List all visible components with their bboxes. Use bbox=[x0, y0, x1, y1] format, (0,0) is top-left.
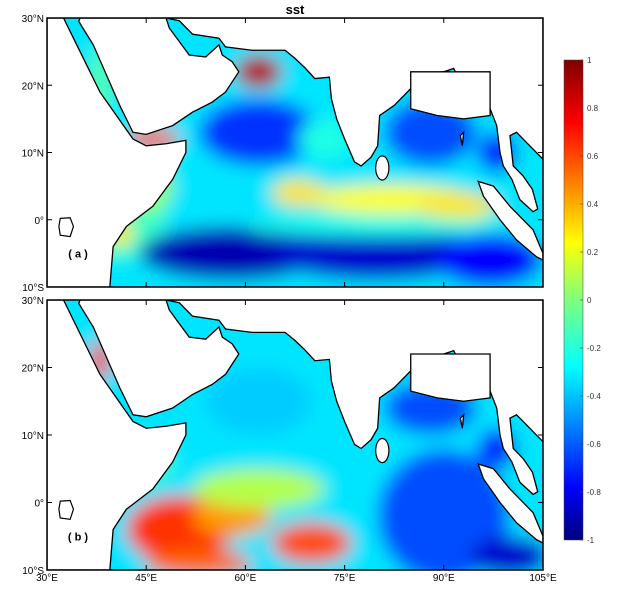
field-anomaly bbox=[271, 179, 325, 207]
field-anomaly bbox=[298, 118, 352, 160]
coastline bbox=[47, 300, 543, 570]
colorbar-tick-label: -0.2 bbox=[587, 344, 601, 353]
y-tick-label: 10°N bbox=[22, 431, 44, 442]
panel-label: ( a ) bbox=[68, 248, 88, 260]
colorbar-tick-label: -0.4 bbox=[587, 392, 601, 401]
x-tick-label: 105°E bbox=[529, 573, 557, 584]
colorbar-tick-label: 0 bbox=[587, 296, 592, 305]
y-tick-label: 30°N bbox=[22, 296, 44, 307]
colorbar-tick-label: 0.2 bbox=[587, 248, 599, 257]
colorbar-tick-label: 0.6 bbox=[587, 152, 599, 161]
land bbox=[459, 412, 465, 429]
y-tick-label: 20°N bbox=[22, 364, 44, 375]
panel-label: ( b ) bbox=[68, 531, 88, 543]
colorbar-tick-label: 0.4 bbox=[587, 200, 599, 209]
land bbox=[47, 18, 187, 287]
field-anomaly bbox=[146, 549, 252, 570]
land bbox=[477, 463, 543, 544]
colorbar-tick-label: 0.8 bbox=[587, 104, 599, 113]
land bbox=[47, 300, 187, 570]
y-tick-label: 20°N bbox=[22, 81, 44, 92]
y-tick-label: 10°S bbox=[22, 566, 44, 577]
land bbox=[78, 18, 240, 136]
y-tick-label: 0° bbox=[34, 216, 44, 227]
lake bbox=[58, 217, 75, 238]
land bbox=[477, 180, 543, 261]
y-tick-label: 10°N bbox=[22, 149, 44, 160]
x-tick-label: 60°E bbox=[235, 573, 257, 584]
lake bbox=[58, 499, 75, 521]
map-panel-a: 30°N 20°N 10°N 0° 10°S ( a ) bbox=[22, 14, 544, 294]
sri-lanka bbox=[375, 155, 390, 181]
field-anomaly bbox=[377, 449, 510, 570]
field-anomaly bbox=[192, 468, 325, 510]
figure-title: sst bbox=[286, 2, 305, 17]
x-tick-label: 45°E bbox=[135, 573, 157, 584]
y-tick-label: 30°N bbox=[22, 14, 44, 25]
land bbox=[459, 130, 465, 146]
colorbar-tick-label: -0.8 bbox=[587, 488, 601, 497]
field-anomaly bbox=[205, 367, 312, 435]
colorbar: 1 0.8 0.6 0.4 0.2 0 -0.2 -0.4 -0.6 -0.8 -1 bbox=[563, 56, 601, 545]
field-anomaly bbox=[272, 226, 484, 281]
land bbox=[410, 71, 491, 120]
field-anomaly bbox=[235, 55, 282, 89]
land bbox=[410, 353, 491, 402]
field-anomaly bbox=[245, 216, 510, 237]
x-tick-label: 75°E bbox=[334, 573, 356, 584]
field-anomaly bbox=[437, 233, 543, 287]
field-anomaly bbox=[271, 522, 352, 564]
colorbar-tick-label: 1 bbox=[587, 56, 592, 65]
land bbox=[78, 300, 240, 418]
colorbar-tick-label: -1 bbox=[587, 536, 595, 545]
field-anomaly bbox=[199, 98, 319, 166]
coastline bbox=[47, 18, 543, 287]
y-tick-label: 10°S bbox=[22, 283, 44, 294]
sri-lanka bbox=[375, 437, 390, 464]
field-anomaly bbox=[139, 226, 325, 281]
field-anomaly bbox=[417, 192, 497, 220]
x-tick-label: 30°E bbox=[36, 573, 58, 584]
y-tick-label: 0° bbox=[34, 499, 44, 510]
map-panel-b: 30°E 45°E 60°E 75°E 90°E 105°E 30°N 20°N 10°N 0° 1… bbox=[22, 296, 557, 584]
colorbar-tick-label: -0.6 bbox=[587, 440, 601, 449]
field-anomaly bbox=[470, 536, 543, 570]
x-tick-label: 90°E bbox=[433, 573, 455, 584]
